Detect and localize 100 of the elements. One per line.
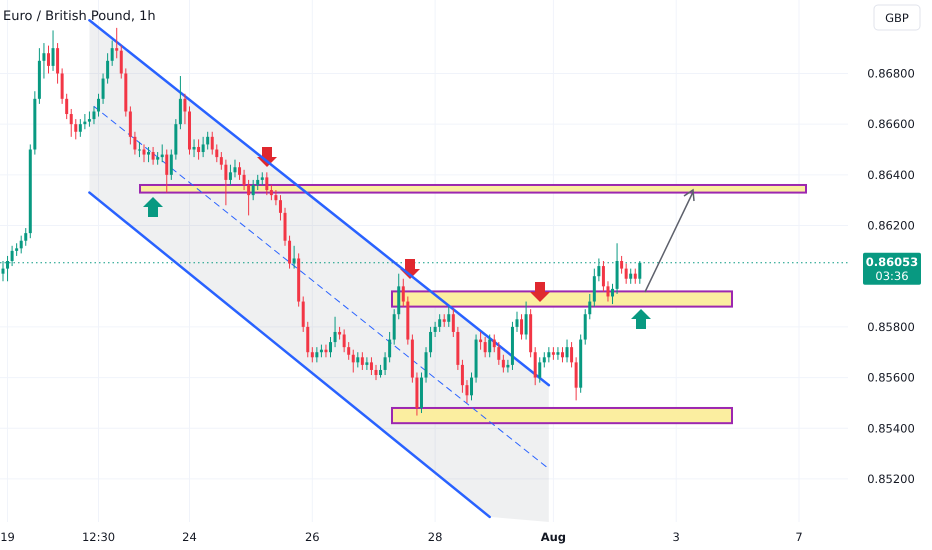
y-tick-label: 0.86600 — [867, 117, 915, 132]
candlestick — [606, 280, 610, 302]
text: Euro / British Pound, 1h — [3, 9, 156, 24]
y-tick-label: 0.86200 — [867, 218, 915, 233]
x-tick-label: 12:30 — [82, 530, 116, 544]
candlestick — [97, 93, 100, 118]
candlestick — [102, 72, 105, 104]
candlestick — [142, 144, 146, 163]
candlestick — [447, 306, 450, 328]
candlestick — [24, 228, 28, 246]
candlestick — [334, 316, 337, 348]
candlestick — [502, 354, 505, 373]
x-tick-label: 24 — [182, 530, 197, 544]
candlestick — [224, 159, 228, 206]
candlestick — [488, 334, 492, 358]
candlestick — [465, 380, 468, 404]
candlestick — [247, 179, 250, 216]
candlestick — [434, 321, 437, 338]
candlestick — [438, 314, 442, 332]
candlestick — [256, 174, 260, 191]
candlestick — [402, 278, 405, 308]
candlestick — [252, 179, 255, 201]
candlestick — [20, 235, 23, 254]
candlestick — [310, 346, 314, 363]
candlestick — [429, 326, 432, 358]
candlestick — [356, 352, 360, 368]
candlestick — [138, 141, 141, 158]
text: 03:36 — [875, 268, 909, 283]
candlestick — [506, 359, 510, 373]
candlestick — [347, 342, 350, 360]
candlestick — [65, 93, 68, 120]
x-tick-label: 3 — [672, 530, 680, 544]
candlestick — [215, 144, 218, 163]
candlestick — [206, 131, 210, 150]
candlestick — [338, 326, 342, 340]
candlestick — [588, 293, 592, 320]
candlestick — [560, 346, 564, 363]
y-tick-label: 0.86400 — [867, 168, 915, 182]
x-tick-label: 28 — [428, 530, 442, 544]
candlestick — [274, 190, 278, 206]
candlestick — [556, 346, 560, 360]
candlestick — [538, 356, 542, 384]
candlestick — [78, 118, 82, 138]
candlestick — [611, 283, 614, 305]
candlestick — [388, 331, 392, 363]
candlestick — [365, 356, 368, 370]
x-tick-label: 19 — [0, 530, 15, 544]
candlestick — [492, 334, 496, 353]
x-tick-label: 26 — [304, 530, 320, 544]
candlestick — [152, 146, 155, 166]
candlestick — [547, 346, 550, 363]
candlestick — [92, 106, 96, 125]
candlestick — [360, 352, 364, 370]
candlestick — [329, 336, 332, 358]
candlestick — [228, 164, 232, 186]
y-tick-label: 0.85200 — [867, 472, 915, 486]
candlestick — [570, 342, 574, 368]
candlestick — [220, 152, 223, 170]
candlestick — [370, 356, 373, 376]
candlestick — [83, 114, 86, 130]
y-tick-label: 0.85800 — [867, 320, 915, 334]
candlestick — [202, 136, 205, 158]
x-tick-label: 7 — [795, 530, 803, 544]
candlestick — [624, 263, 628, 284]
candlestick — [315, 346, 318, 363]
candlestick — [192, 138, 196, 158]
candlestick — [265, 172, 268, 196]
candlestick — [634, 268, 637, 284]
candlestick — [620, 255, 624, 274]
y-tick-label: 0.85400 — [867, 421, 915, 436]
x-tick-label: Aug — [540, 530, 566, 544]
candlestick — [197, 138, 200, 160]
candlestick — [183, 93, 186, 125]
candlestick — [524, 301, 528, 340]
candlestick — [52, 30, 55, 72]
candlestick — [278, 194, 282, 221]
candlestick — [497, 342, 500, 366]
candlestick — [88, 110, 91, 128]
candlestick — [520, 314, 524, 340]
text: GBP — [885, 11, 909, 25]
candlestick — [74, 118, 78, 140]
candlestick — [384, 352, 387, 376]
candlestick — [442, 314, 446, 328]
candlestick — [552, 346, 555, 360]
candlestick — [602, 260, 605, 292]
candlestick — [170, 149, 173, 180]
candlestick — [470, 372, 474, 401]
candlestick — [242, 169, 246, 191]
candlestick — [292, 245, 296, 270]
candlestick — [160, 144, 164, 163]
candlestick — [515, 311, 518, 332]
candlestick — [120, 45, 123, 80]
candlestick — [42, 42, 46, 80]
candlestick — [115, 27, 118, 59]
candlestick — [238, 162, 242, 180]
candlestick — [46, 45, 50, 74]
candlestick — [324, 344, 328, 358]
candlestick — [210, 131, 214, 156]
candlestick — [374, 364, 378, 381]
candlestick — [629, 268, 632, 284]
